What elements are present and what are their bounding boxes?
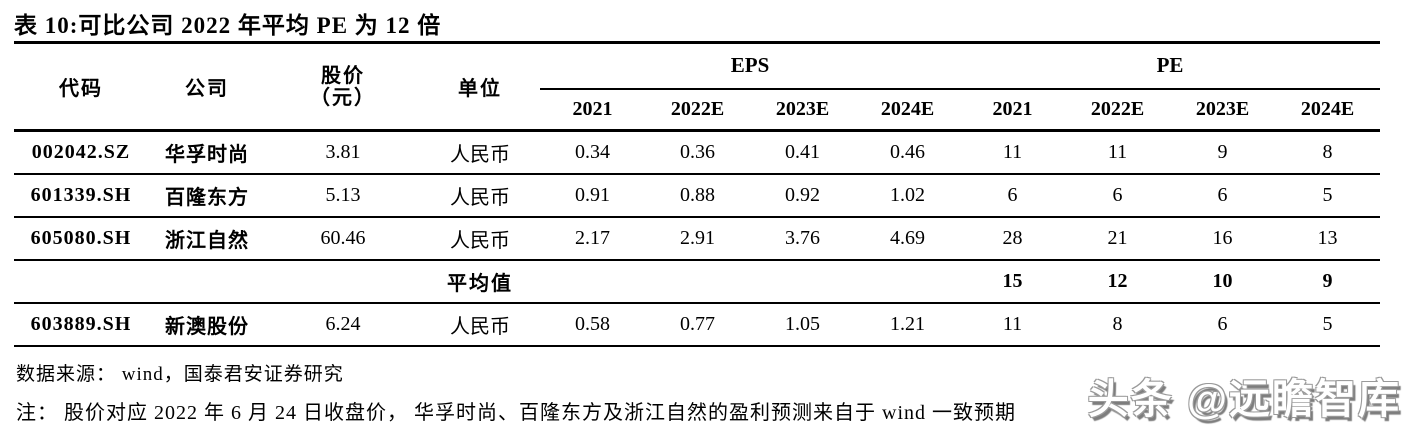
eps-year-2024e: 2024E bbox=[855, 88, 961, 132]
comparable-companies-table: 代码 公司 股价 （元） 单位 EPS PE 2021 2022E 2023E … bbox=[14, 41, 1381, 347]
empty-cell bbox=[750, 259, 855, 304]
stock-code: 002042.SZ bbox=[14, 130, 148, 175]
pe-year-2024e: 2024E bbox=[1275, 88, 1381, 132]
average-label: 平均值 bbox=[420, 259, 540, 304]
empty-cell bbox=[855, 259, 961, 304]
eps-value: 0.34 bbox=[540, 130, 645, 175]
col-header-unit: 单位 bbox=[420, 42, 540, 132]
eps-value: 2.91 bbox=[645, 216, 750, 261]
price-header-line2: （元） bbox=[310, 86, 376, 109]
currency-unit: 人民币 bbox=[420, 173, 540, 218]
eps-value: 0.36 bbox=[645, 130, 750, 175]
pe-value: 9 bbox=[1170, 130, 1276, 175]
pe-value: 11 bbox=[1065, 130, 1171, 175]
stock-price: 3.81 bbox=[266, 130, 420, 175]
average-pe-value: 10 bbox=[1170, 259, 1276, 304]
stock-code: 603889.SH bbox=[14, 302, 148, 347]
col-header-price: 股价 （元） bbox=[266, 42, 420, 132]
eps-value: 4.69 bbox=[855, 216, 961, 261]
pe-value: 6 bbox=[1065, 173, 1171, 218]
pe-year-2022e: 2022E bbox=[1065, 88, 1171, 132]
pe-value: 21 bbox=[1065, 216, 1171, 261]
eps-value: 0.46 bbox=[855, 130, 961, 175]
average-row: 平均值 15 12 10 9 bbox=[14, 259, 1381, 304]
col-group-pe: PE bbox=[960, 42, 1381, 90]
table-title: 表 10:可比公司 2022 年平均 PE 为 12 倍 bbox=[14, 13, 442, 38]
col-group-eps: EPS bbox=[540, 42, 961, 90]
table-row: 601339.SH 百隆东方 5.13 人民币 0.91 0.88 0.92 1… bbox=[14, 173, 1381, 218]
company-name: 新澳股份 bbox=[148, 302, 266, 347]
eps-value: 0.58 bbox=[540, 302, 645, 347]
col-header-code: 代码 bbox=[14, 42, 148, 132]
company-name: 百隆东方 bbox=[148, 173, 266, 218]
note-line: 注： 股价对应 2022 年 6 月 24 日收盘价， 华孚时尚、百隆东方及浙江… bbox=[16, 402, 1016, 424]
pe-value: 13 bbox=[1275, 216, 1381, 261]
eps-value: 0.91 bbox=[540, 173, 645, 218]
eps-value: 1.21 bbox=[855, 302, 961, 347]
eps-value: 0.77 bbox=[645, 302, 750, 347]
empty-cell bbox=[645, 259, 750, 304]
eps-year-2023e: 2023E bbox=[750, 88, 855, 132]
company-name: 华孚时尚 bbox=[148, 130, 266, 175]
watermark: 头条 @远瞻智库 bbox=[1087, 376, 1401, 422]
eps-year-2021: 2021 bbox=[540, 88, 645, 132]
pe-year-2023e: 2023E bbox=[1170, 88, 1276, 132]
stock-code: 605080.SH bbox=[14, 216, 148, 261]
empty-cell bbox=[148, 259, 266, 304]
stock-price: 6.24 bbox=[266, 302, 420, 347]
header-group-row: 代码 公司 股价 （元） 单位 EPS PE bbox=[14, 42, 1381, 132]
eps-value: 2.17 bbox=[540, 216, 645, 261]
table-row: 002042.SZ 华孚时尚 3.81 人民币 0.34 0.36 0.41 0… bbox=[14, 130, 1381, 175]
pe-value: 8 bbox=[1275, 130, 1381, 175]
eps-year-2022e: 2022E bbox=[645, 88, 750, 132]
table-row: 603889.SH 新澳股份 6.24 人民币 0.58 0.77 1.05 1… bbox=[14, 302, 1381, 347]
pe-value: 6 bbox=[1170, 173, 1276, 218]
stock-price: 60.46 bbox=[266, 216, 420, 261]
currency-unit: 人民币 bbox=[420, 216, 540, 261]
stock-price: 5.13 bbox=[266, 173, 420, 218]
eps-value: 3.76 bbox=[750, 216, 855, 261]
pe-value: 8 bbox=[1065, 302, 1171, 347]
eps-value: 0.41 bbox=[750, 130, 855, 175]
empty-cell bbox=[540, 259, 645, 304]
pe-value: 6 bbox=[960, 173, 1066, 218]
pe-value: 5 bbox=[1275, 302, 1381, 347]
company-name: 浙江自然 bbox=[148, 216, 266, 261]
eps-value: 0.88 bbox=[645, 173, 750, 218]
pe-value: 11 bbox=[960, 302, 1066, 347]
data-source-line: 数据来源： wind，国泰君安证券研究 bbox=[16, 364, 344, 385]
pe-value: 16 bbox=[1170, 216, 1276, 261]
empty-cell bbox=[14, 259, 148, 304]
pe-value: 28 bbox=[960, 216, 1066, 261]
price-header-line1: 股价 bbox=[321, 64, 365, 87]
table-row: 605080.SH 浙江自然 60.46 人民币 2.17 2.91 3.76 … bbox=[14, 216, 1381, 261]
currency-unit: 人民币 bbox=[420, 302, 540, 347]
stock-code: 601339.SH bbox=[14, 173, 148, 218]
average-pe-value: 12 bbox=[1065, 259, 1171, 304]
currency-unit: 人民币 bbox=[420, 130, 540, 175]
average-pe-value: 9 bbox=[1275, 259, 1381, 304]
eps-value: 0.92 bbox=[750, 173, 855, 218]
eps-value: 1.05 bbox=[750, 302, 855, 347]
pe-value: 6 bbox=[1170, 302, 1276, 347]
col-header-company: 公司 bbox=[148, 42, 266, 132]
eps-value: 1.02 bbox=[855, 173, 961, 218]
pe-year-2021: 2021 bbox=[960, 88, 1066, 132]
average-pe-value: 15 bbox=[960, 259, 1066, 304]
header-year-row: 2021 2022E 2023E 2024E 2021 2022E 2023E … bbox=[14, 88, 1381, 132]
empty-cell bbox=[266, 259, 420, 304]
pe-value: 11 bbox=[960, 130, 1066, 175]
pe-value: 5 bbox=[1275, 173, 1381, 218]
